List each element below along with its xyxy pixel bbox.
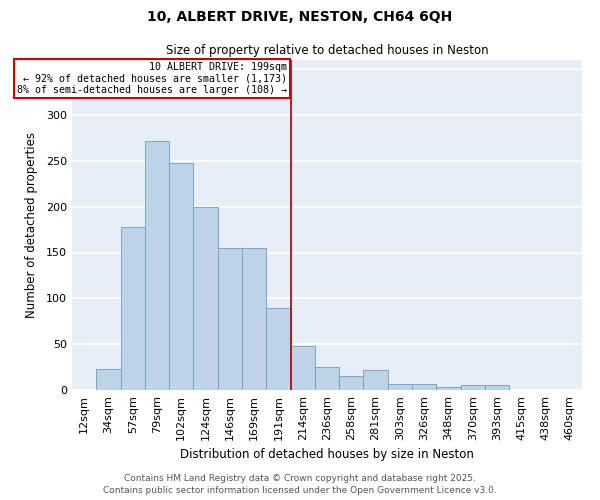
Bar [121,227,145,390]
Text: 10 ALBERT DRIVE: 199sqm
← 92% of detached houses are smaller (1,173)
8% of semi-: 10 ALBERT DRIVE: 199sqm ← 92% of detache… [17,62,287,95]
Text: Contains HM Land Registry data © Crown copyright and database right 2025.
Contai: Contains HM Land Registry data © Crown c… [103,474,497,495]
Bar [96,369,121,390]
X-axis label: Distribution of detached houses by size in Neston: Distribution of detached houses by size … [180,448,474,461]
Bar [364,370,388,390]
Bar [436,387,461,390]
Bar [290,346,315,390]
Bar [339,376,364,390]
Bar [461,386,485,390]
Text: 10, ALBERT DRIVE, NESTON, CH64 6QH: 10, ALBERT DRIVE, NESTON, CH64 6QH [148,10,452,24]
Bar [145,140,169,390]
Bar [485,386,509,390]
Bar [193,206,218,390]
Y-axis label: Number of detached properties: Number of detached properties [25,132,38,318]
Bar [315,367,339,390]
Bar [388,384,412,390]
Bar [266,308,290,390]
Title: Size of property relative to detached houses in Neston: Size of property relative to detached ho… [166,44,488,58]
Bar [218,248,242,390]
Bar [169,162,193,390]
Bar [412,384,436,390]
Bar [242,248,266,390]
